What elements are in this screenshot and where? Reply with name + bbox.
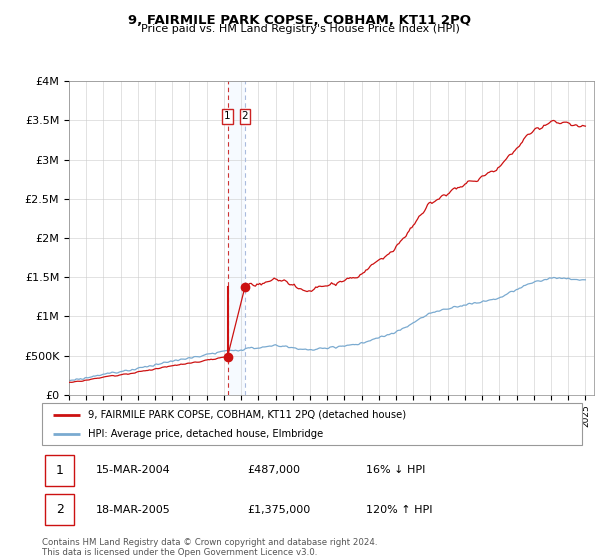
Text: 18-MAR-2005: 18-MAR-2005 — [96, 505, 171, 515]
Text: £487,000: £487,000 — [247, 465, 300, 475]
Text: 15-MAR-2004: 15-MAR-2004 — [96, 465, 171, 475]
Text: 2: 2 — [56, 503, 64, 516]
FancyBboxPatch shape — [45, 494, 74, 525]
Text: HPI: Average price, detached house, Elmbridge: HPI: Average price, detached house, Elmb… — [88, 430, 323, 439]
FancyBboxPatch shape — [45, 455, 74, 486]
Text: 9, FAIRMILE PARK COPSE, COBHAM, KT11 2PQ: 9, FAIRMILE PARK COPSE, COBHAM, KT11 2PQ — [128, 14, 472, 27]
Text: Contains HM Land Registry data © Crown copyright and database right 2024.
This d: Contains HM Land Registry data © Crown c… — [42, 538, 377, 557]
Text: 16% ↓ HPI: 16% ↓ HPI — [366, 465, 425, 475]
FancyBboxPatch shape — [42, 403, 582, 445]
Bar — [227, 81, 245, 395]
Text: 1: 1 — [224, 111, 231, 122]
Text: 9, FAIRMILE PARK COPSE, COBHAM, KT11 2PQ (detached house): 9, FAIRMILE PARK COPSE, COBHAM, KT11 2PQ… — [88, 410, 406, 420]
Text: £1,375,000: £1,375,000 — [247, 505, 310, 515]
Text: 120% ↑ HPI: 120% ↑ HPI — [366, 505, 433, 515]
Text: Price paid vs. HM Land Registry's House Price Index (HPI): Price paid vs. HM Land Registry's House … — [140, 24, 460, 34]
Text: 2: 2 — [242, 111, 248, 122]
Text: 1: 1 — [56, 464, 64, 477]
